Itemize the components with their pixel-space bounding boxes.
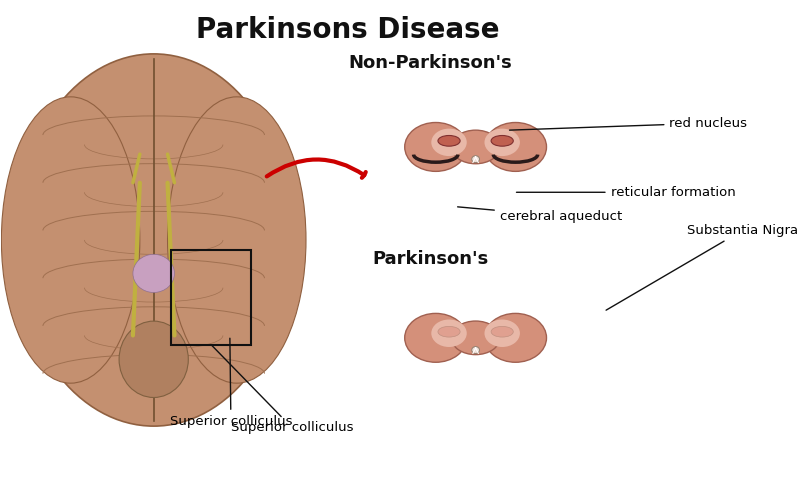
Text: cerebral aqueduct: cerebral aqueduct (458, 207, 622, 223)
Ellipse shape (485, 320, 520, 347)
Ellipse shape (491, 135, 514, 146)
Ellipse shape (485, 129, 520, 156)
Ellipse shape (491, 326, 514, 337)
Ellipse shape (405, 122, 466, 171)
Ellipse shape (485, 122, 546, 171)
Ellipse shape (451, 130, 500, 164)
Ellipse shape (438, 326, 460, 337)
Ellipse shape (167, 97, 306, 383)
Ellipse shape (405, 313, 466, 362)
Text: Parkinsons Disease: Parkinsons Disease (196, 16, 499, 44)
Ellipse shape (472, 347, 479, 353)
Bar (171, 250, 250, 345)
Text: red nucleus: red nucleus (510, 117, 747, 130)
Ellipse shape (472, 156, 479, 163)
Text: Superior colliculus: Superior colliculus (211, 345, 354, 434)
Text: Non-Parkinson's: Non-Parkinson's (349, 54, 513, 72)
Ellipse shape (2, 97, 140, 383)
Ellipse shape (133, 254, 174, 292)
Ellipse shape (485, 313, 546, 362)
Ellipse shape (438, 135, 460, 146)
Text: Substantia Nigra: Substantia Nigra (606, 224, 798, 310)
Ellipse shape (431, 129, 466, 156)
Ellipse shape (15, 54, 292, 426)
Ellipse shape (431, 320, 466, 347)
Text: reticular formation: reticular formation (517, 186, 735, 199)
Ellipse shape (451, 321, 500, 355)
Ellipse shape (119, 321, 188, 397)
Text: Parkinson's: Parkinson's (373, 250, 489, 268)
Text: Superior colliculus: Superior colliculus (170, 338, 292, 428)
